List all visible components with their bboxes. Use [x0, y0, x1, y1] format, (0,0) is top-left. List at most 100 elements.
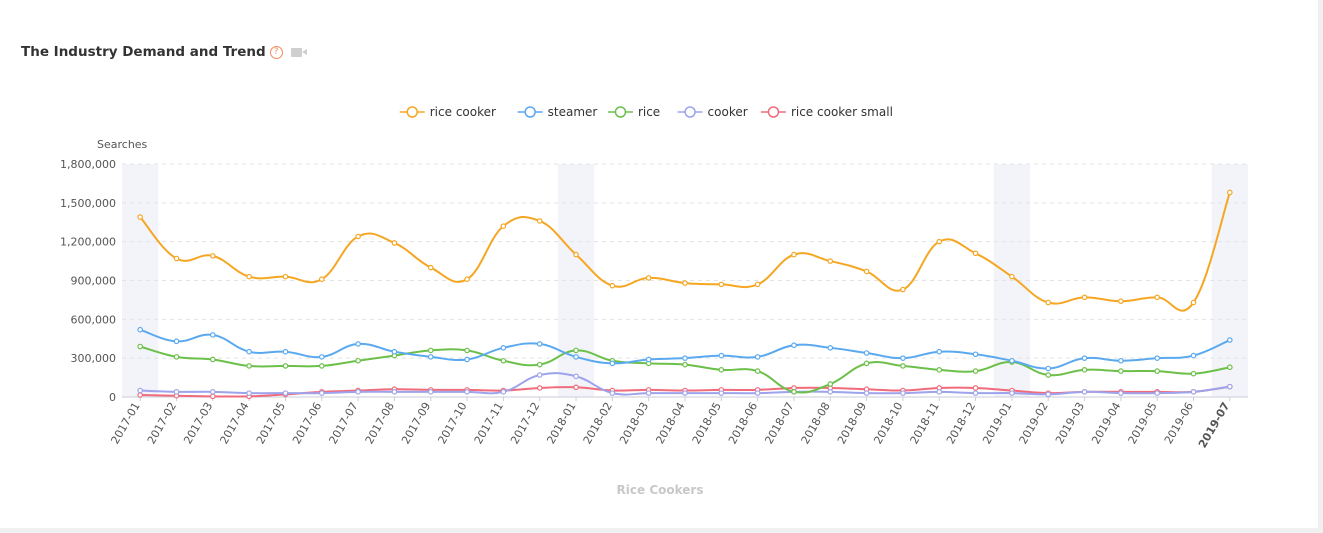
- data-point: [500, 389, 507, 395]
- legend-item-rice[interactable]: rice: [607, 105, 660, 119]
- data-point: [682, 280, 688, 286]
- legend-marker: [524, 106, 536, 118]
- data-point: [1154, 368, 1160, 374]
- x-tick-label: 2019-07: [1196, 400, 1233, 450]
- data-point: [609, 282, 616, 289]
- data-point: [210, 393, 216, 400]
- data-point: [827, 345, 834, 351]
- question-circle-icon[interactable]: ?: [269, 45, 283, 59]
- y-tick-label: 1,200,000: [60, 236, 116, 249]
- data-point: [573, 384, 579, 391]
- series-line-rice-cooker: [139, 192, 1231, 312]
- legend-label: steamer: [548, 105, 598, 119]
- legend-item-cooker[interactable]: cooker: [677, 105, 748, 119]
- y-tick-label: 900,000: [71, 275, 117, 288]
- data-point: [1045, 299, 1052, 306]
- data-point: [173, 255, 180, 262]
- data-point: [936, 389, 943, 395]
- x-tick-label: 2017-02: [145, 400, 179, 446]
- data-point: [1190, 352, 1197, 359]
- data-point: [972, 250, 979, 257]
- data-point: [1045, 391, 1052, 398]
- data-point: [1009, 390, 1015, 396]
- data-point: [645, 356, 652, 363]
- x-tick-label: 2019-05: [1126, 400, 1160, 446]
- data-point: [173, 354, 180, 360]
- data-point: [210, 253, 216, 259]
- legend-marker: [406, 106, 418, 118]
- data-point: [355, 357, 361, 364]
- x-tick-label: 2017-03: [181, 400, 215, 446]
- x-tick-label: 2017-07: [326, 400, 360, 446]
- data-point: [972, 390, 979, 396]
- data-point: [900, 390, 906, 396]
- data-point: [1190, 389, 1197, 395]
- data-point: [210, 389, 216, 395]
- data-point: [900, 286, 906, 293]
- data-point: [827, 389, 834, 395]
- x-tick-label: 2017-10: [435, 400, 469, 446]
- y-tick-label: 600,000: [71, 313, 117, 326]
- data-point: [246, 390, 252, 396]
- data-point: [645, 275, 652, 281]
- x-tick-label: 2018-07: [762, 400, 796, 446]
- data-point: [936, 367, 943, 373]
- x-tick-label: 2018-08: [799, 400, 833, 446]
- x-tick-label: 2018-04: [653, 400, 687, 446]
- series-rice: [137, 343, 1233, 395]
- data-point: [1045, 365, 1052, 372]
- data-point: [645, 390, 652, 396]
- legend-item-steamer[interactable]: steamer: [517, 105, 598, 119]
- x-tick-label: 2018-12: [944, 400, 978, 446]
- data-point: [464, 389, 470, 395]
- data-point: [427, 354, 434, 360]
- legend-marker: [767, 106, 780, 118]
- data-point: [246, 363, 252, 369]
- data-point: [972, 368, 979, 374]
- legend-item-rice-cooker[interactable]: rice cooker: [399, 105, 496, 119]
- data-point: [137, 392, 143, 398]
- data-point: [500, 357, 507, 364]
- data-point: [863, 360, 870, 367]
- data-point: [573, 373, 579, 380]
- data-point: [1118, 368, 1124, 374]
- x-tick-label: 2019-03: [1053, 400, 1087, 446]
- data-point: [536, 372, 543, 378]
- data-point: [210, 356, 216, 363]
- y-tick-label: 1,500,000: [60, 197, 116, 210]
- legend-label: rice cooker: [430, 105, 496, 119]
- data-point: [536, 341, 543, 347]
- series-cooker: [137, 372, 1233, 398]
- data-point: [936, 238, 943, 245]
- legend-item-rice-cooker-small[interactable]: rice cooker small: [760, 105, 893, 119]
- data-point: [1118, 357, 1124, 364]
- data-point: [754, 281, 761, 288]
- data-point: [718, 390, 725, 396]
- data-point: [1118, 298, 1124, 305]
- x-tick-label: 2017-08: [363, 400, 397, 446]
- data-point: [137, 214, 143, 220]
- x-tick-label: 2018-05: [690, 400, 724, 446]
- data-point: [246, 273, 252, 280]
- data-point: [1081, 294, 1088, 301]
- data-point: [391, 348, 398, 355]
- data-point: [791, 342, 797, 349]
- x-tick-label: 2018-01: [544, 400, 578, 446]
- video-camera-icon[interactable]: [290, 47, 308, 57]
- data-point: [972, 351, 979, 358]
- data-point: [900, 363, 906, 369]
- data-point: [1227, 189, 1233, 196]
- data-point: [210, 332, 216, 338]
- data-point: [1227, 383, 1233, 390]
- legend-marker: [684, 106, 696, 118]
- x-tick-label: 2017-09: [399, 400, 433, 446]
- data-point: [682, 361, 688, 368]
- data-point: [173, 338, 180, 345]
- y-axis-title: Searches: [97, 138, 148, 151]
- data-point: [318, 390, 325, 396]
- data-point: [536, 361, 543, 368]
- data-point: [609, 360, 616, 367]
- data-point: [282, 363, 289, 369]
- data-point: [536, 385, 543, 391]
- data-point: [609, 390, 616, 396]
